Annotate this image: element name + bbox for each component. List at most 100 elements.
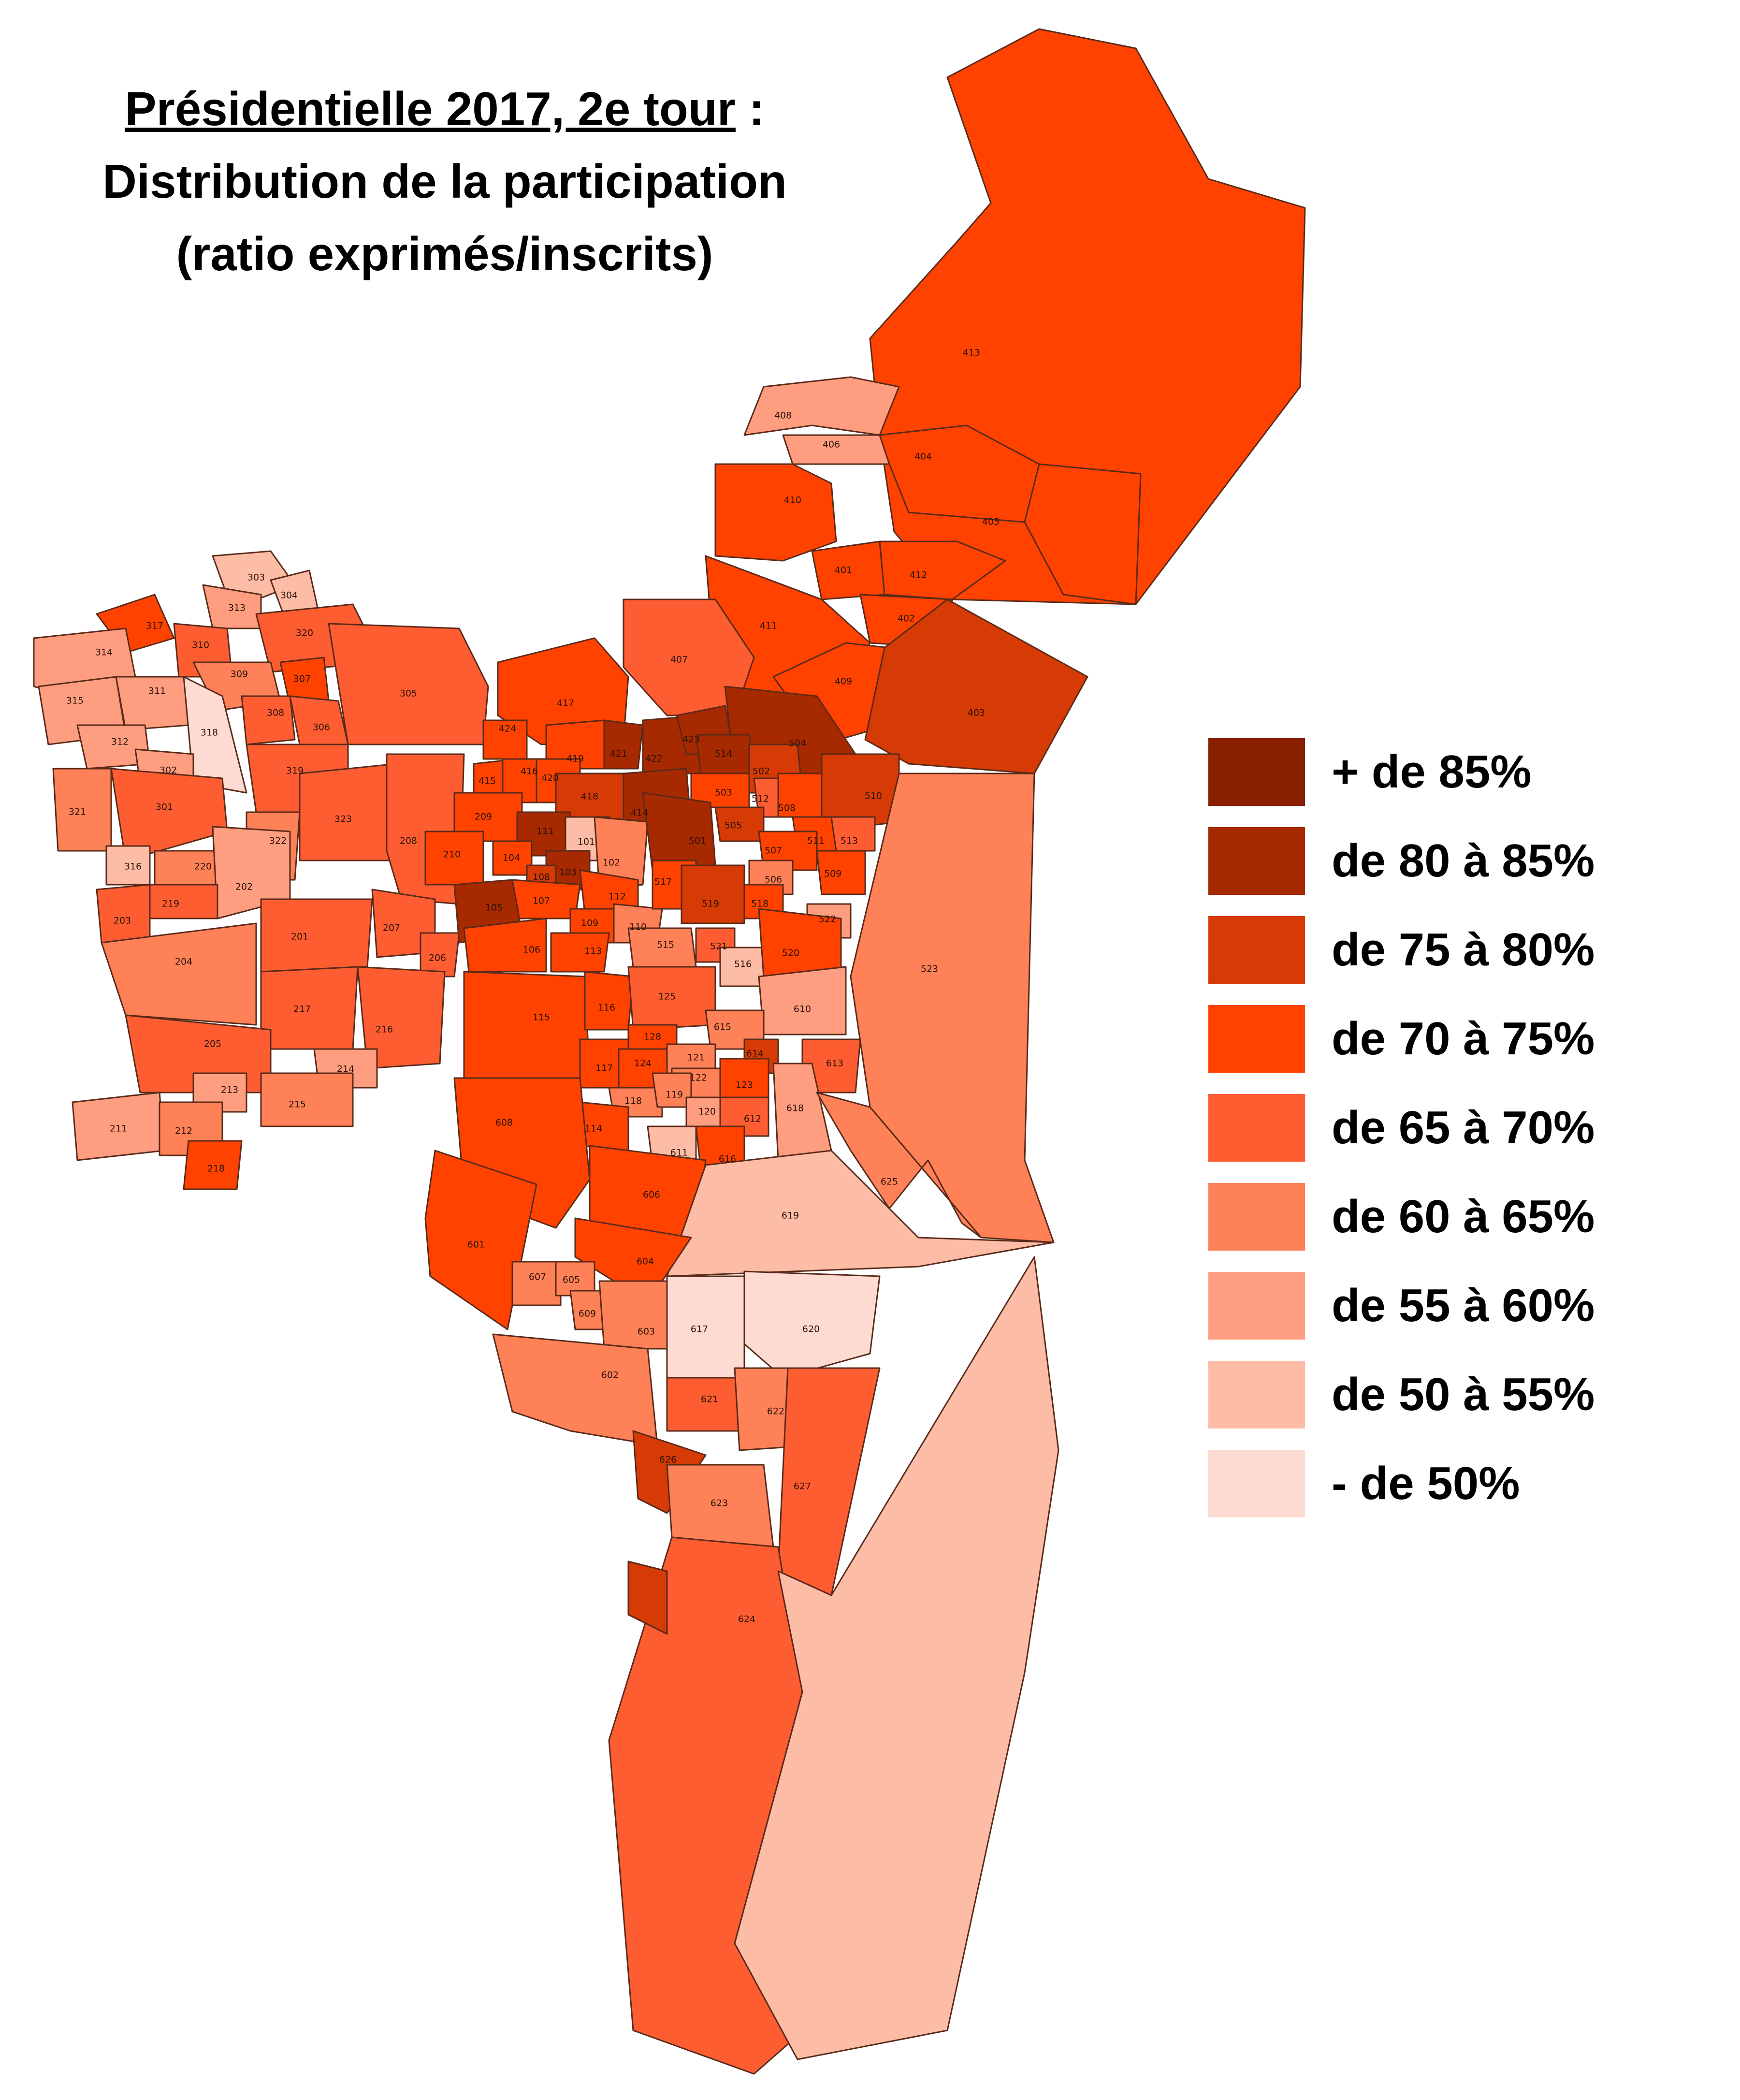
zone-label-321: 321 xyxy=(69,807,86,817)
title-line-1-main: Présidentielle 2017, 2e tour xyxy=(125,82,736,135)
zone-601 xyxy=(424,1150,537,1330)
zone-label-202: 202 xyxy=(235,882,253,892)
zone-label-304: 304 xyxy=(280,590,298,601)
zone-label-116: 116 xyxy=(598,1003,615,1013)
zone-label-219: 219 xyxy=(162,899,179,909)
zone-603 xyxy=(598,1280,668,1350)
zone-label-213: 213 xyxy=(221,1085,238,1095)
legend-swatch xyxy=(1208,827,1305,895)
zone-412 xyxy=(879,540,1006,600)
zone-label-626: 626 xyxy=(659,1455,677,1465)
zone-label-510: 510 xyxy=(865,791,882,802)
zone-label-405: 405 xyxy=(982,517,1000,527)
zone-label-412: 412 xyxy=(910,570,927,581)
zone-label-111: 111 xyxy=(536,826,554,837)
legend-label: de 60 à 65% xyxy=(1332,1191,1595,1242)
zone-label-320: 320 xyxy=(296,628,313,639)
zone-label-318: 318 xyxy=(201,728,218,738)
zone-label-207: 207 xyxy=(383,923,400,933)
legend-item: de 50 à 55% xyxy=(1208,1350,1595,1439)
zone-318 xyxy=(183,676,247,794)
zone-label-508: 508 xyxy=(778,803,796,814)
zone-label-609: 609 xyxy=(579,1309,596,1319)
legend-label: de 50 à 55% xyxy=(1332,1369,1595,1420)
zone-label-505: 505 xyxy=(725,820,742,831)
zone-label-515: 515 xyxy=(657,940,674,950)
legend-swatch xyxy=(1208,1450,1305,1517)
zone-label-614: 614 xyxy=(746,1049,764,1059)
zone-201 xyxy=(260,898,373,973)
zone-label-521: 521 xyxy=(710,941,727,952)
zone-label-404: 404 xyxy=(914,452,932,462)
zone-label-607: 607 xyxy=(529,1272,546,1283)
zone-label-103: 103 xyxy=(559,867,577,878)
zones-layer xyxy=(33,28,1306,2075)
zone-label-217: 217 xyxy=(293,1004,311,1015)
zone-label-301: 301 xyxy=(156,802,173,813)
zone-label-214: 214 xyxy=(337,1064,354,1075)
zone-label-625: 625 xyxy=(881,1177,898,1187)
zone-label-611: 611 xyxy=(670,1148,688,1158)
zone-label-424: 424 xyxy=(499,724,516,734)
zone-label-211: 211 xyxy=(110,1123,127,1134)
zone-label-627: 627 xyxy=(794,1481,811,1492)
zone-215 xyxy=(260,1072,354,1127)
zone-626b xyxy=(627,1560,668,1635)
legend-item: de 75 à 80% xyxy=(1208,905,1595,994)
zone-label-307: 307 xyxy=(293,674,311,685)
zone-label-422: 422 xyxy=(645,754,663,764)
zone-311 xyxy=(115,676,189,731)
legend-label: de 55 à 60% xyxy=(1332,1280,1595,1331)
zone-label-312: 312 xyxy=(111,737,129,747)
zone-625 xyxy=(816,1092,982,1239)
title-line-1: Présidentielle 2017, 2e tour : xyxy=(29,73,860,145)
zone-label-418: 418 xyxy=(581,791,598,802)
zone-label-402: 402 xyxy=(898,613,915,624)
zone-label-316: 316 xyxy=(124,861,142,872)
zone-label-501: 501 xyxy=(689,836,706,846)
zone-116 xyxy=(584,971,634,1031)
zone-label-215: 215 xyxy=(289,1099,306,1110)
zone-102 xyxy=(594,816,649,890)
zone-label-216: 216 xyxy=(376,1024,393,1035)
zone-216 xyxy=(357,966,446,1069)
zone-label-604: 604 xyxy=(637,1256,654,1267)
zone-label-101: 101 xyxy=(578,837,595,847)
legend-label: de 65 à 70% xyxy=(1332,1102,1595,1153)
zone-label-516: 516 xyxy=(734,959,752,970)
zone-label-509: 509 xyxy=(824,869,841,879)
zone-label-113: 113 xyxy=(584,946,602,957)
zone-label-615: 615 xyxy=(714,1022,731,1033)
zone-label-115: 115 xyxy=(533,1012,550,1023)
legend-swatch xyxy=(1208,1272,1305,1340)
zone-label-121: 121 xyxy=(687,1052,705,1063)
zone-label-407: 407 xyxy=(670,655,688,665)
zone-label-310: 310 xyxy=(192,640,209,651)
zone-label-313: 313 xyxy=(228,603,246,613)
zone-label-606: 606 xyxy=(643,1190,660,1200)
zone-519 xyxy=(681,864,745,924)
zone-204 xyxy=(101,922,257,1026)
zone-label-410: 410 xyxy=(784,495,801,506)
zone-607 xyxy=(511,1261,562,1306)
zone-label-114: 114 xyxy=(585,1123,602,1134)
legend-item: de 55 à 60% xyxy=(1208,1261,1595,1350)
zone-label-309: 309 xyxy=(231,669,248,680)
zone-label-104: 104 xyxy=(503,853,520,863)
zone-label-210: 210 xyxy=(443,849,461,860)
zone-label-109: 109 xyxy=(581,918,598,929)
zone-label-513: 513 xyxy=(841,836,858,846)
zone-113 xyxy=(550,932,610,973)
zone-label-102: 102 xyxy=(603,858,620,868)
zone-219 xyxy=(149,884,218,919)
zone-label-624: 624 xyxy=(738,1614,755,1625)
zone-218 xyxy=(183,1140,243,1190)
zone-label-123: 123 xyxy=(736,1080,753,1091)
zone-label-105: 105 xyxy=(485,903,503,913)
zone-label-423: 423 xyxy=(682,734,700,745)
legend-swatch xyxy=(1208,1005,1305,1073)
zone-106 xyxy=(463,918,547,973)
zone-220 xyxy=(154,850,223,886)
zone-label-519: 519 xyxy=(702,899,719,909)
